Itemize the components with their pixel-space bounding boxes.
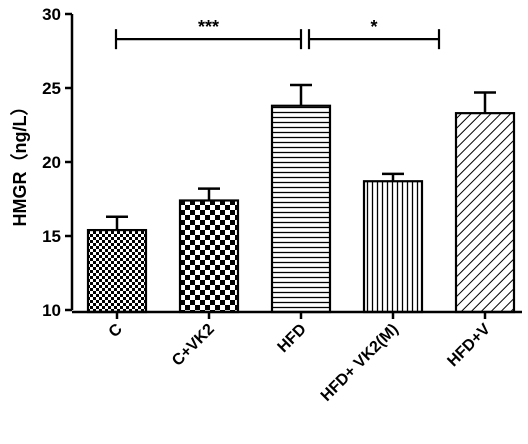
y-tick-label: 30 [42, 5, 61, 24]
x-tick-label: C [106, 320, 127, 341]
x-tick-label: C+VK2 [169, 321, 218, 370]
x-axis: C C+VK2 HFD HFD+ VK2(M) HFD+V [72, 310, 522, 405]
bar-4 [454, 112, 516, 314]
bar-3 [362, 180, 424, 314]
y-tick-label: 10 [42, 301, 61, 320]
significance-label: * [370, 17, 377, 37]
bar-1 [178, 199, 240, 314]
bars [86, 83, 516, 314]
y-tick-label: 25 [42, 79, 61, 98]
x-tick-label: HFD+ VK2(M) [318, 321, 402, 405]
x-tick-label: HFD+V [444, 321, 494, 371]
x-tick-label: HFD [275, 321, 310, 356]
bar-2 [270, 104, 332, 314]
y-axis: 10 15 20 25 30 [42, 5, 74, 320]
bar-0 [86, 228, 148, 314]
significance-brackets: *** * [114, 17, 441, 50]
significance-label: *** [198, 17, 219, 37]
y-axis-title: HMGR（ng/L） [10, 98, 30, 227]
y-tick-label: 20 [42, 153, 61, 172]
y-tick-label: 15 [42, 227, 61, 246]
